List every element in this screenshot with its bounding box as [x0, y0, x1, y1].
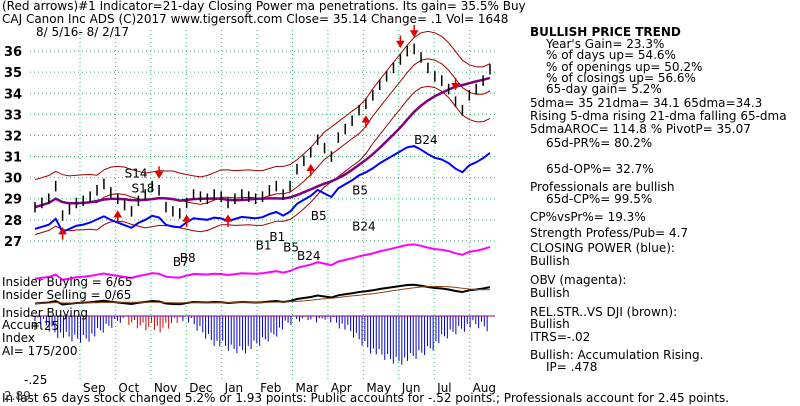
trend-title: BULLISH PRICE TREND [530, 25, 681, 39]
insider-buying-label: Insider Buying = 6/65 [2, 275, 133, 289]
accum-label-1: Insider Buying [2, 306, 88, 320]
accum-label-3: Index [2, 331, 36, 345]
gain-65d: 65-day gain= 5.2% [546, 82, 662, 96]
closing-power-value: Bullish [530, 254, 570, 268]
chart-title: (Red arrows)#1 Indicator=21-day Closing … [2, 0, 526, 13]
professionals: Professionals are bullish [530, 180, 675, 194]
y-tick-label: 35 [4, 66, 22, 81]
signal-label: B5 [311, 209, 327, 223]
dma-values: 5dma= 35 21dma= 34.1 65dma=34.3 [530, 96, 763, 110]
years-gain: Year's Gain= 23.3% [546, 37, 665, 51]
signal-label: B24 [414, 133, 438, 147]
dma-rising: Rising 5-dma rising 21-dma falling 65-dm… [530, 109, 787, 123]
signal-arrow [58, 227, 67, 240]
cp-vs-pr: CP%vsPr%= 19.3% [530, 210, 646, 224]
y-tick-label: 29 [4, 193, 22, 208]
signal-label: B5 [283, 240, 299, 254]
month-label: Oct [118, 381, 139, 395]
days-up: % of days up= 54.6% [546, 48, 676, 62]
signal-arrow [182, 214, 191, 227]
ai-label: AI= 175/200 [2, 344, 78, 358]
lower-band [34, 85, 491, 236]
y-tick-label: 33 [4, 108, 22, 123]
obv-value: Bullish [530, 286, 570, 300]
signal-arrow [361, 115, 371, 128]
signal-arrow [396, 35, 405, 49]
signal-arrow [154, 166, 164, 179]
signal-label: S14 [125, 167, 148, 181]
signal-label: B8 [180, 251, 196, 265]
signal-label: B24 [352, 219, 376, 233]
signal-arrow [306, 163, 316, 177]
obv-label: OBV (magenta): [530, 273, 627, 287]
month-label: Apr [331, 381, 352, 395]
relstr-value: Bullish [530, 317, 570, 331]
closing-power-line [34, 145, 491, 234]
accum-top-tick: +.25 [30, 319, 60, 333]
openings-up: % of openings up= 50.2% [546, 60, 703, 74]
y-tick-label: 32 [4, 129, 22, 144]
month-label: Dec [189, 381, 212, 395]
signal-arrow [409, 25, 419, 38]
accum-label-2: Accum [2, 318, 43, 332]
itrs-value: ITRS=-.02 [530, 330, 591, 344]
month-label: Nov [154, 381, 177, 395]
footer-summary: In last 65 days stock changed 5.2% or 1.… [2, 391, 730, 405]
ip-value: IP= .478 [546, 360, 598, 374]
y-tick-label: 30 [4, 172, 22, 187]
month-label: May [366, 381, 391, 395]
signal-label: B7 [173, 255, 189, 269]
signal-label: B5 [352, 184, 368, 198]
y-tick-label: 36 [4, 45, 22, 60]
y-tick-label: 28 [4, 214, 22, 229]
cp-65d: 65d-CP%= 99.5% [546, 192, 653, 206]
signal-label: B24 [297, 249, 321, 263]
aroc-pivot: 5dmaAROC= 114.8 % PivotP= 35.07 [530, 122, 751, 136]
date-range: 8/ 5/16- 8/ 2/17 [36, 25, 130, 39]
y-tick-label: 27 [4, 235, 22, 250]
signal-arrow [451, 77, 460, 91]
obv-line [34, 243, 491, 281]
chart-subtitle: CAJ Canon Inc ADS (C)2017 www.tigersoft.… [2, 12, 509, 26]
insider-selling-label: Insider Selling = 0/65 [2, 288, 132, 302]
month-label: Jul [436, 381, 451, 395]
signal-label: S18 [132, 181, 155, 195]
y-tick-label: 31 [4, 151, 22, 166]
month-label: Aug [473, 381, 496, 395]
signal-arrow [113, 210, 123, 223]
month-label: Mar [296, 381, 319, 395]
accum-status: Bullish: Accumulation Rising. [530, 348, 704, 362]
strength-ratio: Strength Profess/Pub= 4.7 [530, 226, 689, 240]
closing-power-label: CLOSING POWER (blue): [530, 241, 675, 255]
relative-strength-ma [34, 285, 491, 304]
relstr-label: REL.STR..VS DJI (brown): [530, 305, 678, 319]
month-label: Jan [224, 381, 244, 395]
footer-overlay: 2.89 [4, 389, 31, 403]
pr-65d: 65d-PR%= 80.2% [546, 136, 653, 150]
op-65d: 65d-OP%= 32.7% [546, 162, 654, 176]
month-label: Jun [401, 381, 421, 395]
closings-up: % of closings up= 56.6% [546, 71, 696, 85]
signal-arrow [223, 214, 233, 227]
signal-label: B1 [256, 238, 272, 252]
y-tick-label: 34 [4, 87, 22, 102]
month-label: Feb [260, 381, 281, 395]
accum-bottom-tick: -.25 [24, 373, 48, 387]
month-label: Sep [83, 381, 106, 395]
signal-label: B1 [269, 230, 285, 244]
